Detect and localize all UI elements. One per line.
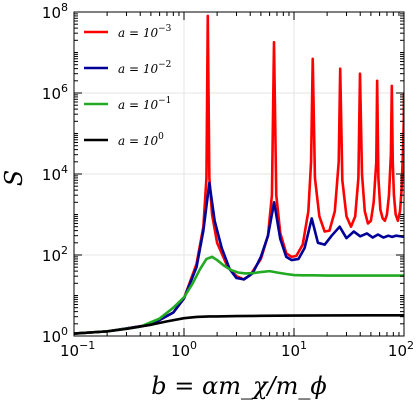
legend-label-2: a = 10−2 <box>118 60 171 76</box>
x-axis-label: b = αm_χ/m_ϕ <box>151 372 326 400</box>
x-tick-label: 101 <box>281 339 307 360</box>
legend: a = 10−3 a = 10−2 a = 10−1 a = 100 <box>84 24 172 148</box>
legend-label-3: a = 10−1 <box>118 96 171 112</box>
y-tick-label: 102 <box>42 244 68 265</box>
x-tick-label: 10−1 <box>60 339 95 360</box>
y-tick-label: 108 <box>42 1 68 22</box>
series-line-2 <box>74 181 404 335</box>
y-tick-label: 106 <box>42 82 68 103</box>
legend-label-1: a = 10−3 <box>118 24 172 40</box>
y-tick-label: 104 <box>42 163 68 184</box>
y-tick-label: 100 <box>42 325 68 346</box>
legend-label-4: a = 100 <box>118 132 164 148</box>
axis-ticks <box>73 12 404 337</box>
x-tick-label: 100 <box>171 339 197 360</box>
plot-series <box>74 14 404 335</box>
series-line-4 <box>74 313 404 335</box>
x-tick-label: 102 <box>388 339 414 360</box>
series-line-3 <box>74 255 404 335</box>
series-line-1 <box>74 14 404 335</box>
y-axis-label: S <box>0 170 28 186</box>
grid <box>73 11 405 337</box>
